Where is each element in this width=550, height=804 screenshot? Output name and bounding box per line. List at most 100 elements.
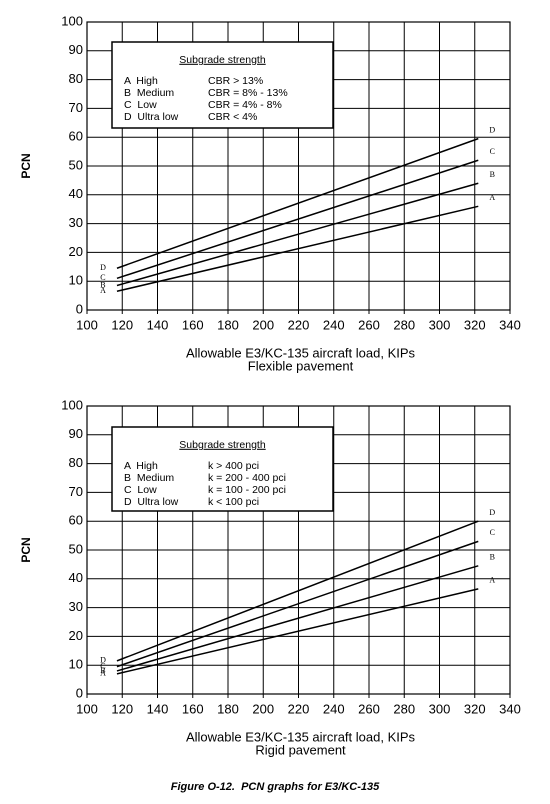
plot-frame <box>86 405 511 695</box>
y-tick-label: 100 <box>61 397 83 412</box>
line-label-end: B <box>490 553 495 562</box>
legend-criterion: k = 200 - 400 pci <box>208 472 286 484</box>
x-tick-label: 160 <box>182 701 204 716</box>
x-tick-label: 260 <box>358 317 380 332</box>
series-line <box>116 565 479 672</box>
x-axis-label: Allowable E3/KC-135 aircraft load, KIPs <box>186 729 416 744</box>
legend-box <box>111 426 334 512</box>
y-tick-label: 80 <box>69 455 83 470</box>
line-label-end: D <box>489 508 495 517</box>
x-tick-label: 120 <box>111 317 133 332</box>
y-tick-label: 50 <box>69 541 83 556</box>
legend-entry: C Low <box>124 484 157 496</box>
x-tick-label: 180 <box>217 317 239 332</box>
legend-entry: D Ultra low <box>124 496 179 508</box>
line-label-end: C <box>490 528 495 537</box>
line-label-end: A <box>489 576 495 585</box>
line-label-start: C <box>100 661 105 670</box>
legend-entry: D Ultra low <box>124 111 179 123</box>
line-label-end: A <box>489 193 495 202</box>
y-tick-label: 20 <box>69 244 83 259</box>
y-tick-label: 90 <box>69 42 83 57</box>
y-tick-label: 40 <box>69 570 83 585</box>
x-tick-label: 240 <box>323 701 345 716</box>
line-label-end: D <box>489 125 495 134</box>
x-axis-label: Allowable E3/KC-135 aircraft load, KIPs <box>186 345 416 360</box>
line-label-start: D <box>100 263 106 272</box>
y-tick-label: 60 <box>69 513 83 528</box>
series-line <box>116 159 479 280</box>
legend-entry: C Low <box>124 99 157 111</box>
legend-criterion: CBR = 8% - 13% <box>208 87 288 99</box>
x-axis-subtitle: Flexible pavement <box>248 358 354 373</box>
x-tick-label: 280 <box>393 317 415 332</box>
x-tick-label: 220 <box>288 317 310 332</box>
y-tick-label: 0 <box>76 685 83 700</box>
line-label-start: B <box>100 280 105 289</box>
x-tick-label: 320 <box>464 317 486 332</box>
x-tick-label: 180 <box>217 701 239 716</box>
y-tick-label: 100 <box>61 13 83 28</box>
legend-entry: B Medium <box>124 87 174 99</box>
legend-entry: A High <box>124 75 158 87</box>
caption: Figure O-12. PCN graphs for E3/KC-135 <box>171 781 380 793</box>
y-tick-label: 60 <box>69 129 83 144</box>
x-tick-label: 300 <box>429 701 451 716</box>
series-line <box>116 520 479 662</box>
line-label-start: C <box>100 273 105 282</box>
y-tick-label: 30 <box>69 599 83 614</box>
x-tick-label: 140 <box>147 317 169 332</box>
y-tick-label: 30 <box>69 215 83 230</box>
x-tick-label: 100 <box>76 701 98 716</box>
line-label-start: A <box>100 286 106 295</box>
x-tick-label: 100 <box>76 317 98 332</box>
legend-box <box>111 41 334 129</box>
legend-criterion: k > 400 pci <box>208 460 259 472</box>
line-label-start: D <box>100 656 106 665</box>
line-label-start: B <box>100 666 105 675</box>
y-tick-label: 70 <box>69 100 83 115</box>
x-tick-label: 320 <box>464 701 486 716</box>
legend-criterion: CBR > 13% <box>208 75 263 87</box>
series-line <box>116 588 479 675</box>
line-label-end: B <box>490 170 495 179</box>
legend-criterion: CBR = 4% - 8% <box>208 99 282 111</box>
legend-entry: A High <box>124 460 158 472</box>
series-line <box>116 540 479 668</box>
y-tick-label: 20 <box>69 628 83 643</box>
y-tick-label: 40 <box>69 186 83 201</box>
series-line <box>116 137 479 269</box>
x-tick-label: 340 <box>499 701 521 716</box>
x-axis-subtitle: Rigid pavement <box>255 742 346 757</box>
series-line <box>116 205 479 293</box>
plot-frame <box>86 21 511 311</box>
y-tick-label: 70 <box>69 484 83 499</box>
x-tick-label: 140 <box>147 701 169 716</box>
x-tick-label: 220 <box>288 701 310 716</box>
legend-title: Subgrade strength <box>179 439 266 451</box>
y-tick-label: 0 <box>76 301 83 316</box>
legend-entry: B Medium <box>124 472 174 484</box>
series-line <box>116 182 479 287</box>
x-tick-label: 200 <box>252 317 274 332</box>
y-tick-label: 80 <box>69 71 83 86</box>
y-tick-label: 10 <box>69 657 83 672</box>
x-tick-label: 300 <box>429 317 451 332</box>
x-tick-label: 200 <box>252 701 274 716</box>
line-label-start: A <box>100 669 106 678</box>
x-tick-label: 340 <box>499 317 521 332</box>
x-tick-label: 280 <box>393 701 415 716</box>
y-tick-label: 10 <box>69 273 83 288</box>
line-label-end: C <box>490 147 495 156</box>
legend-criterion: k = 100 - 200 pci <box>208 484 286 496</box>
legend-criterion: CBR < 4% <box>208 111 257 123</box>
x-tick-label: 240 <box>323 317 345 332</box>
x-tick-label: 160 <box>182 317 204 332</box>
legend-criterion: k < 100 pci <box>208 496 259 508</box>
y-axis-label: PCN <box>19 537 33 562</box>
y-tick-label: 90 <box>69 426 83 441</box>
y-tick-label: 50 <box>69 157 83 172</box>
legend-title: Subgrade strength <box>179 54 266 66</box>
x-tick-label: 260 <box>358 701 380 716</box>
